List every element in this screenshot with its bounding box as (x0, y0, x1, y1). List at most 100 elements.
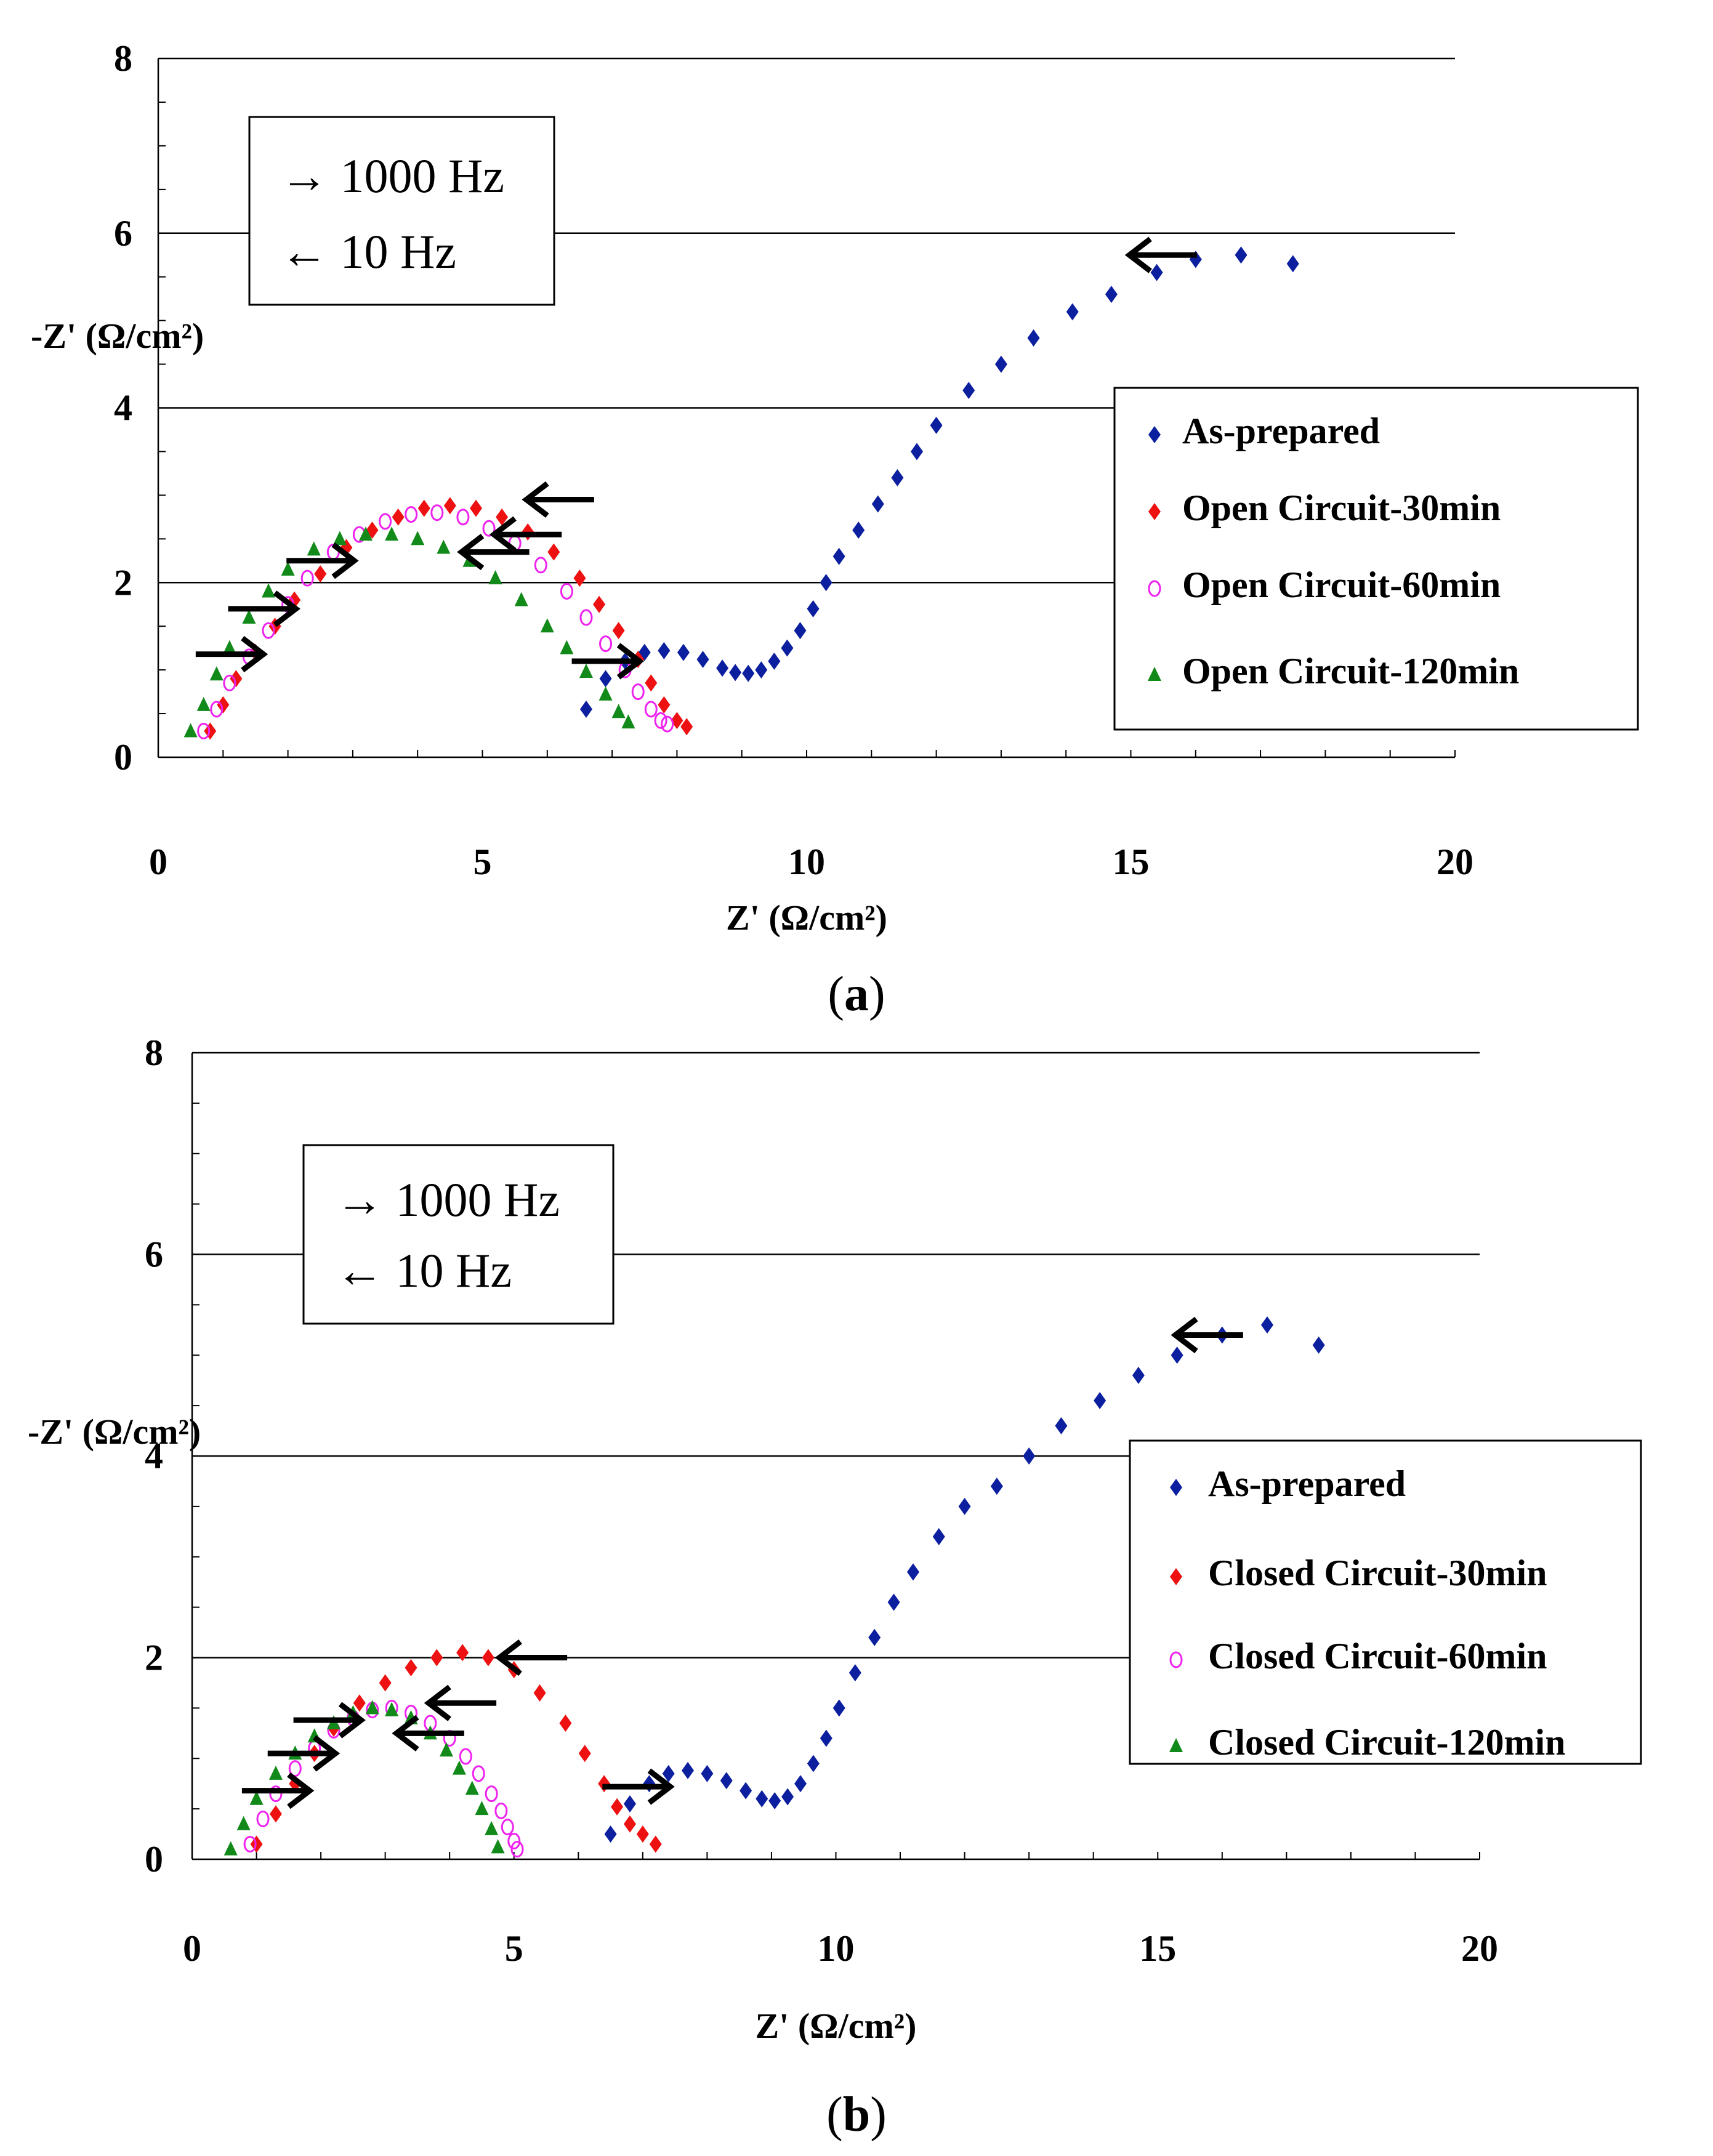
data-point (768, 652, 781, 670)
series-1 (204, 497, 693, 740)
data-point (579, 663, 593, 678)
data-point (742, 664, 755, 682)
data-point (794, 1775, 807, 1793)
data-point (485, 1785, 498, 1803)
x-axis-label: Z' (Ω/cm²) (726, 898, 887, 938)
arrow-head (489, 516, 517, 553)
data-point (365, 1700, 379, 1715)
data-point (990, 1478, 1003, 1495)
data-point (437, 539, 451, 554)
arrow-head (457, 534, 485, 571)
x-tick-label: 10 (818, 1928, 855, 1969)
data-point (456, 1644, 469, 1662)
legend-entry: Closed Circuit-60min (1208, 1636, 1547, 1676)
data-point (1171, 1346, 1183, 1364)
data-point (439, 1742, 453, 1757)
series-2 (197, 504, 674, 739)
series-0 (579, 246, 1299, 718)
data-point (268, 1765, 283, 1780)
data-point (631, 683, 645, 701)
data-point (210, 701, 224, 718)
data-point (430, 504, 444, 521)
data-point (636, 1825, 649, 1843)
legend-marker (1170, 1568, 1182, 1585)
data-point (906, 1563, 919, 1581)
data-point (891, 469, 904, 486)
freq-1000hz-label: → 1000 Hz (336, 1173, 560, 1226)
panel-b-chart: 0 5 10 15 20 0 2 4 6 8 Z' (Ω/cm²) -Z' (Ω/cm²) → 1000… (0, 1040, 1713, 2142)
y-tick-label: 2 (145, 1638, 163, 1678)
arrow-head (313, 1735, 341, 1772)
data-point (579, 609, 593, 626)
data-point (281, 561, 295, 576)
legend-marker (1169, 1738, 1183, 1752)
data-point (832, 1699, 845, 1717)
data-point (671, 712, 683, 730)
data-point (1055, 1417, 1068, 1434)
data-point (560, 582, 573, 600)
data-point (475, 1801, 489, 1816)
series-3 (224, 1700, 505, 1856)
data-point (496, 508, 509, 526)
data-point (852, 521, 865, 539)
data-point (658, 696, 671, 714)
arrow-annotation-6 (494, 1639, 568, 1676)
data-point (599, 670, 612, 688)
data-point (482, 1649, 494, 1667)
arrow-annotation-0 (241, 1772, 315, 1809)
data-point (385, 1702, 399, 1716)
legend-marker (1148, 503, 1161, 520)
arrow-annotation-3 (602, 1768, 675, 1805)
data-point (740, 1782, 752, 1800)
y-tick-label: 8 (145, 1040, 163, 1073)
arrow-head (1171, 1316, 1198, 1354)
data-point (510, 1841, 524, 1858)
data-point (807, 600, 820, 617)
data-point (379, 513, 392, 530)
arrow-head (616, 643, 644, 680)
data-point (623, 1815, 636, 1833)
data-point (599, 635, 613, 653)
data-point (755, 661, 768, 679)
data-point (224, 1841, 238, 1856)
data-point (1027, 329, 1040, 347)
data-point (649, 1835, 662, 1853)
data-point (701, 1764, 714, 1782)
data-point (411, 531, 425, 545)
y-axis-label: -Z' (Ω/cm²) (31, 316, 204, 356)
data-point (720, 1772, 733, 1790)
x-tick-label: 20 (1461, 1928, 1498, 1969)
data-point (269, 1785, 283, 1803)
data-point (405, 1659, 417, 1676)
data-point (696, 651, 709, 669)
data-point (488, 570, 502, 585)
series-1 (250, 1644, 662, 1853)
frequency-legend-box (302, 1144, 615, 1325)
data-point (848, 1664, 861, 1682)
arrow-annotation-2 (286, 542, 359, 579)
data-point (507, 1833, 521, 1850)
data-point (930, 416, 943, 434)
data-point (217, 696, 230, 714)
data-point (491, 1839, 505, 1854)
data-point (333, 531, 347, 545)
arrow-head (522, 481, 549, 518)
arrow-annotation-4 (392, 1715, 464, 1752)
data-point (832, 547, 845, 565)
data-point (514, 592, 528, 606)
arrow-head (331, 542, 359, 579)
arrow-head (424, 1684, 451, 1721)
data-point (443, 497, 456, 515)
data-point (932, 1528, 945, 1545)
arrow-annotation-1 (267, 1735, 341, 1772)
freq-1000hz-label: → 1000 Hz (280, 149, 504, 203)
data-point (392, 508, 405, 526)
data-point (314, 565, 327, 583)
data-point (578, 1745, 591, 1763)
data-point (756, 1790, 768, 1808)
data-point (405, 506, 418, 523)
x-tick-label: 5 (505, 1928, 523, 1969)
x-tick-label: 20 (1437, 842, 1473, 882)
data-point (794, 622, 807, 640)
y-tick-label: 4 (145, 1436, 163, 1476)
